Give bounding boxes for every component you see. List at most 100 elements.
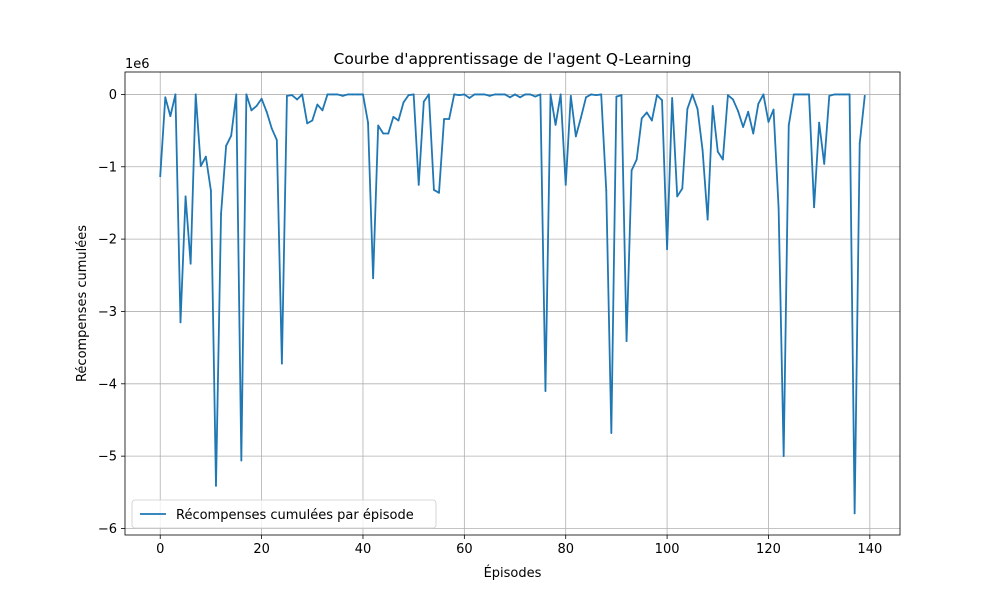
- episode-reward-point: [696, 108, 699, 110]
- x-tick-label: 0: [156, 542, 164, 557]
- episode-reward-point: [625, 340, 628, 343]
- episode-reward-point: [580, 116, 582, 119]
- episode-reward-point: [179, 321, 182, 324]
- episode-reward-point: [311, 119, 314, 122]
- x-tick-label: 120: [756, 542, 781, 557]
- episode-reward-point: [382, 132, 385, 135]
- episode-reward-point: [245, 93, 248, 96]
- episode-reward-point: [255, 105, 258, 107]
- episode-reward-point: [326, 93, 329, 96]
- episode-reward-point: [661, 99, 663, 102]
- episode-reward-point: [519, 96, 521, 99]
- episode-reward-point: [676, 195, 679, 198]
- episode-reward-point: [818, 121, 821, 124]
- episode-reward-point: [463, 93, 466, 96]
- episode-reward-point: [422, 100, 425, 103]
- episode-reward-point: [620, 94, 623, 97]
- episode-reward-point: [828, 94, 831, 97]
- episode-reward-point: [762, 93, 765, 96]
- episode-reward-point: [564, 183, 567, 186]
- episode-reward-point: [559, 93, 562, 96]
- episode-reward-point: [488, 94, 491, 97]
- episode-reward-point: [468, 97, 471, 99]
- episode-reward-point: [823, 162, 826, 165]
- episode-reward-point: [600, 93, 603, 96]
- episode-reward-point: [159, 175, 162, 178]
- episode-reward-point: [777, 207, 780, 209]
- episode-reward-point: [782, 455, 785, 458]
- episode-reward-point: [478, 93, 481, 96]
- episode-reward-point: [554, 123, 557, 126]
- episode-reward-point: [615, 95, 618, 98]
- x-axis-label: Épisodes: [484, 565, 542, 581]
- episode-reward-point: [792, 93, 795, 96]
- x-tick-label: 80: [557, 542, 574, 557]
- episode-reward-point: [529, 93, 532, 96]
- episode-reward-point: [458, 94, 461, 97]
- episode-reward-point: [296, 98, 298, 101]
- episode-reward-point: [797, 93, 800, 96]
- episode-reward-point: [341, 94, 344, 97]
- episode-reward-point: [397, 119, 400, 122]
- episode-reward-point: [498, 93, 501, 96]
- episode-reward-point: [189, 262, 192, 265]
- episode-reward-point: [833, 93, 836, 96]
- plot-area-frame: [124, 71, 901, 536]
- episode-reward-point: [275, 139, 278, 141]
- episode-reward-point: [737, 110, 739, 112]
- episode-reward-point: [858, 142, 861, 145]
- episode-reward-point: [235, 93, 238, 96]
- legend: Récompenses cumulées par épisode: [131, 499, 437, 529]
- episode-reward-point: [671, 97, 674, 99]
- episode-reward-point: [635, 158, 638, 161]
- episode-reward-point: [549, 93, 552, 96]
- episode-reward-point: [645, 111, 648, 114]
- episode-reward-point: [306, 122, 309, 125]
- episode-reward-point: [412, 93, 415, 96]
- episode-reward-point: [230, 134, 233, 137]
- episode-reward-point: [377, 124, 380, 127]
- reward-series-line: [159, 93, 866, 515]
- episode-reward-point: [509, 96, 511, 99]
- grid-layer: [125, 72, 900, 535]
- episode-reward-point: [544, 390, 547, 392]
- episode-reward-point: [666, 248, 668, 251]
- episode-reward-point: [215, 484, 217, 487]
- episode-reward-point: [220, 212, 222, 215]
- episode-reward-point: [610, 432, 613, 434]
- episode-reward-point: [534, 95, 537, 98]
- x-tick-label: 60: [456, 542, 473, 557]
- episode-reward-point: [605, 189, 608, 192]
- x-tick-label: 40: [355, 542, 372, 557]
- episode-reward-point: [417, 183, 420, 186]
- x-tick-label: 20: [253, 542, 270, 557]
- chart-title: Courbe d'apprentissage de l'agent Q-Lear…: [334, 50, 692, 68]
- episode-reward-point: [504, 93, 506, 96]
- episode-reward-point: [301, 93, 304, 96]
- episode-reward-point: [225, 144, 228, 147]
- episode-reward-point: [331, 93, 334, 96]
- episode-reward-point: [721, 158, 724, 161]
- episode-reward-point: [590, 93, 592, 96]
- y-axis-label: Récompenses cumulées: [75, 225, 90, 382]
- episode-reward-point: [767, 121, 770, 123]
- episode-reward-point: [681, 187, 684, 190]
- episode-reward-point: [402, 101, 405, 104]
- episode-reward-point: [204, 155, 207, 158]
- episode-reward-point: [407, 94, 410, 97]
- episode-reward-point: [321, 109, 324, 112]
- episode-reward-point: [863, 94, 866, 97]
- episode-reward-point: [250, 109, 253, 112]
- episode-reward-point: [595, 94, 598, 97]
- y-tick-label: −6: [98, 522, 117, 537]
- episode-reward-point: [260, 97, 263, 100]
- episode-reward-point: [493, 93, 496, 96]
- episode-reward-point: [291, 94, 293, 97]
- episode-reward-point: [514, 93, 516, 96]
- episode-reward-point: [727, 94, 729, 97]
- episode-reward-point: [372, 277, 375, 280]
- episode-reward-point: [265, 110, 268, 113]
- episode-reward-point: [210, 189, 212, 192]
- episode-reward-point: [808, 93, 810, 96]
